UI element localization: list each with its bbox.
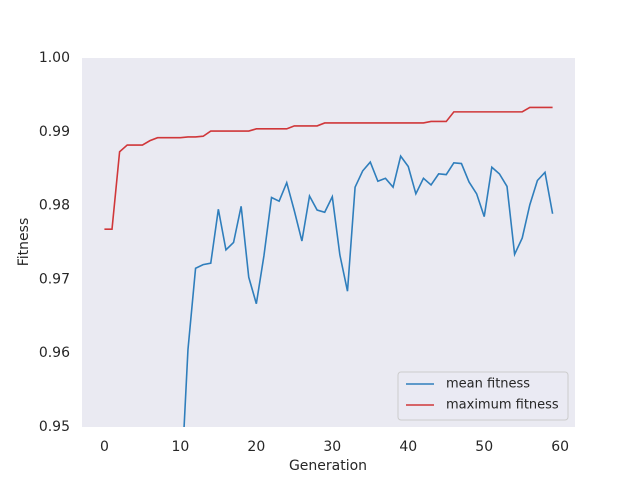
y-axis-label: Fitness <box>16 218 32 267</box>
x-tick-label: 0 <box>100 439 109 455</box>
x-tick-label: 50 <box>475 439 493 455</box>
y-tick-label: 0.95 <box>39 419 70 435</box>
y-tick-label: 0.99 <box>39 124 70 140</box>
data-line <box>104 106 553 231</box>
x-tick-label: 60 <box>551 439 569 455</box>
y-tick-label: 0.96 <box>39 345 70 361</box>
y-tick-label: 0.98 <box>39 198 70 214</box>
x-tick-label: 20 <box>247 439 265 455</box>
x-tick-label: 10 <box>171 439 189 455</box>
x-axis-label: Generation <box>289 458 367 474</box>
y-tick-label: 1.00 <box>39 50 70 66</box>
legend-label: maximum fitness <box>446 398 559 413</box>
plot-lines <box>104 106 554 427</box>
legend-box <box>397 371 569 421</box>
data-line <box>183 154 554 427</box>
x-tick-label: 40 <box>399 439 417 455</box>
plot-area <box>82 58 575 427</box>
legend-label: mean fitness <box>446 377 530 392</box>
x-tick-label: 30 <box>323 439 341 455</box>
y-tick-label: 0.97 <box>39 271 70 287</box>
